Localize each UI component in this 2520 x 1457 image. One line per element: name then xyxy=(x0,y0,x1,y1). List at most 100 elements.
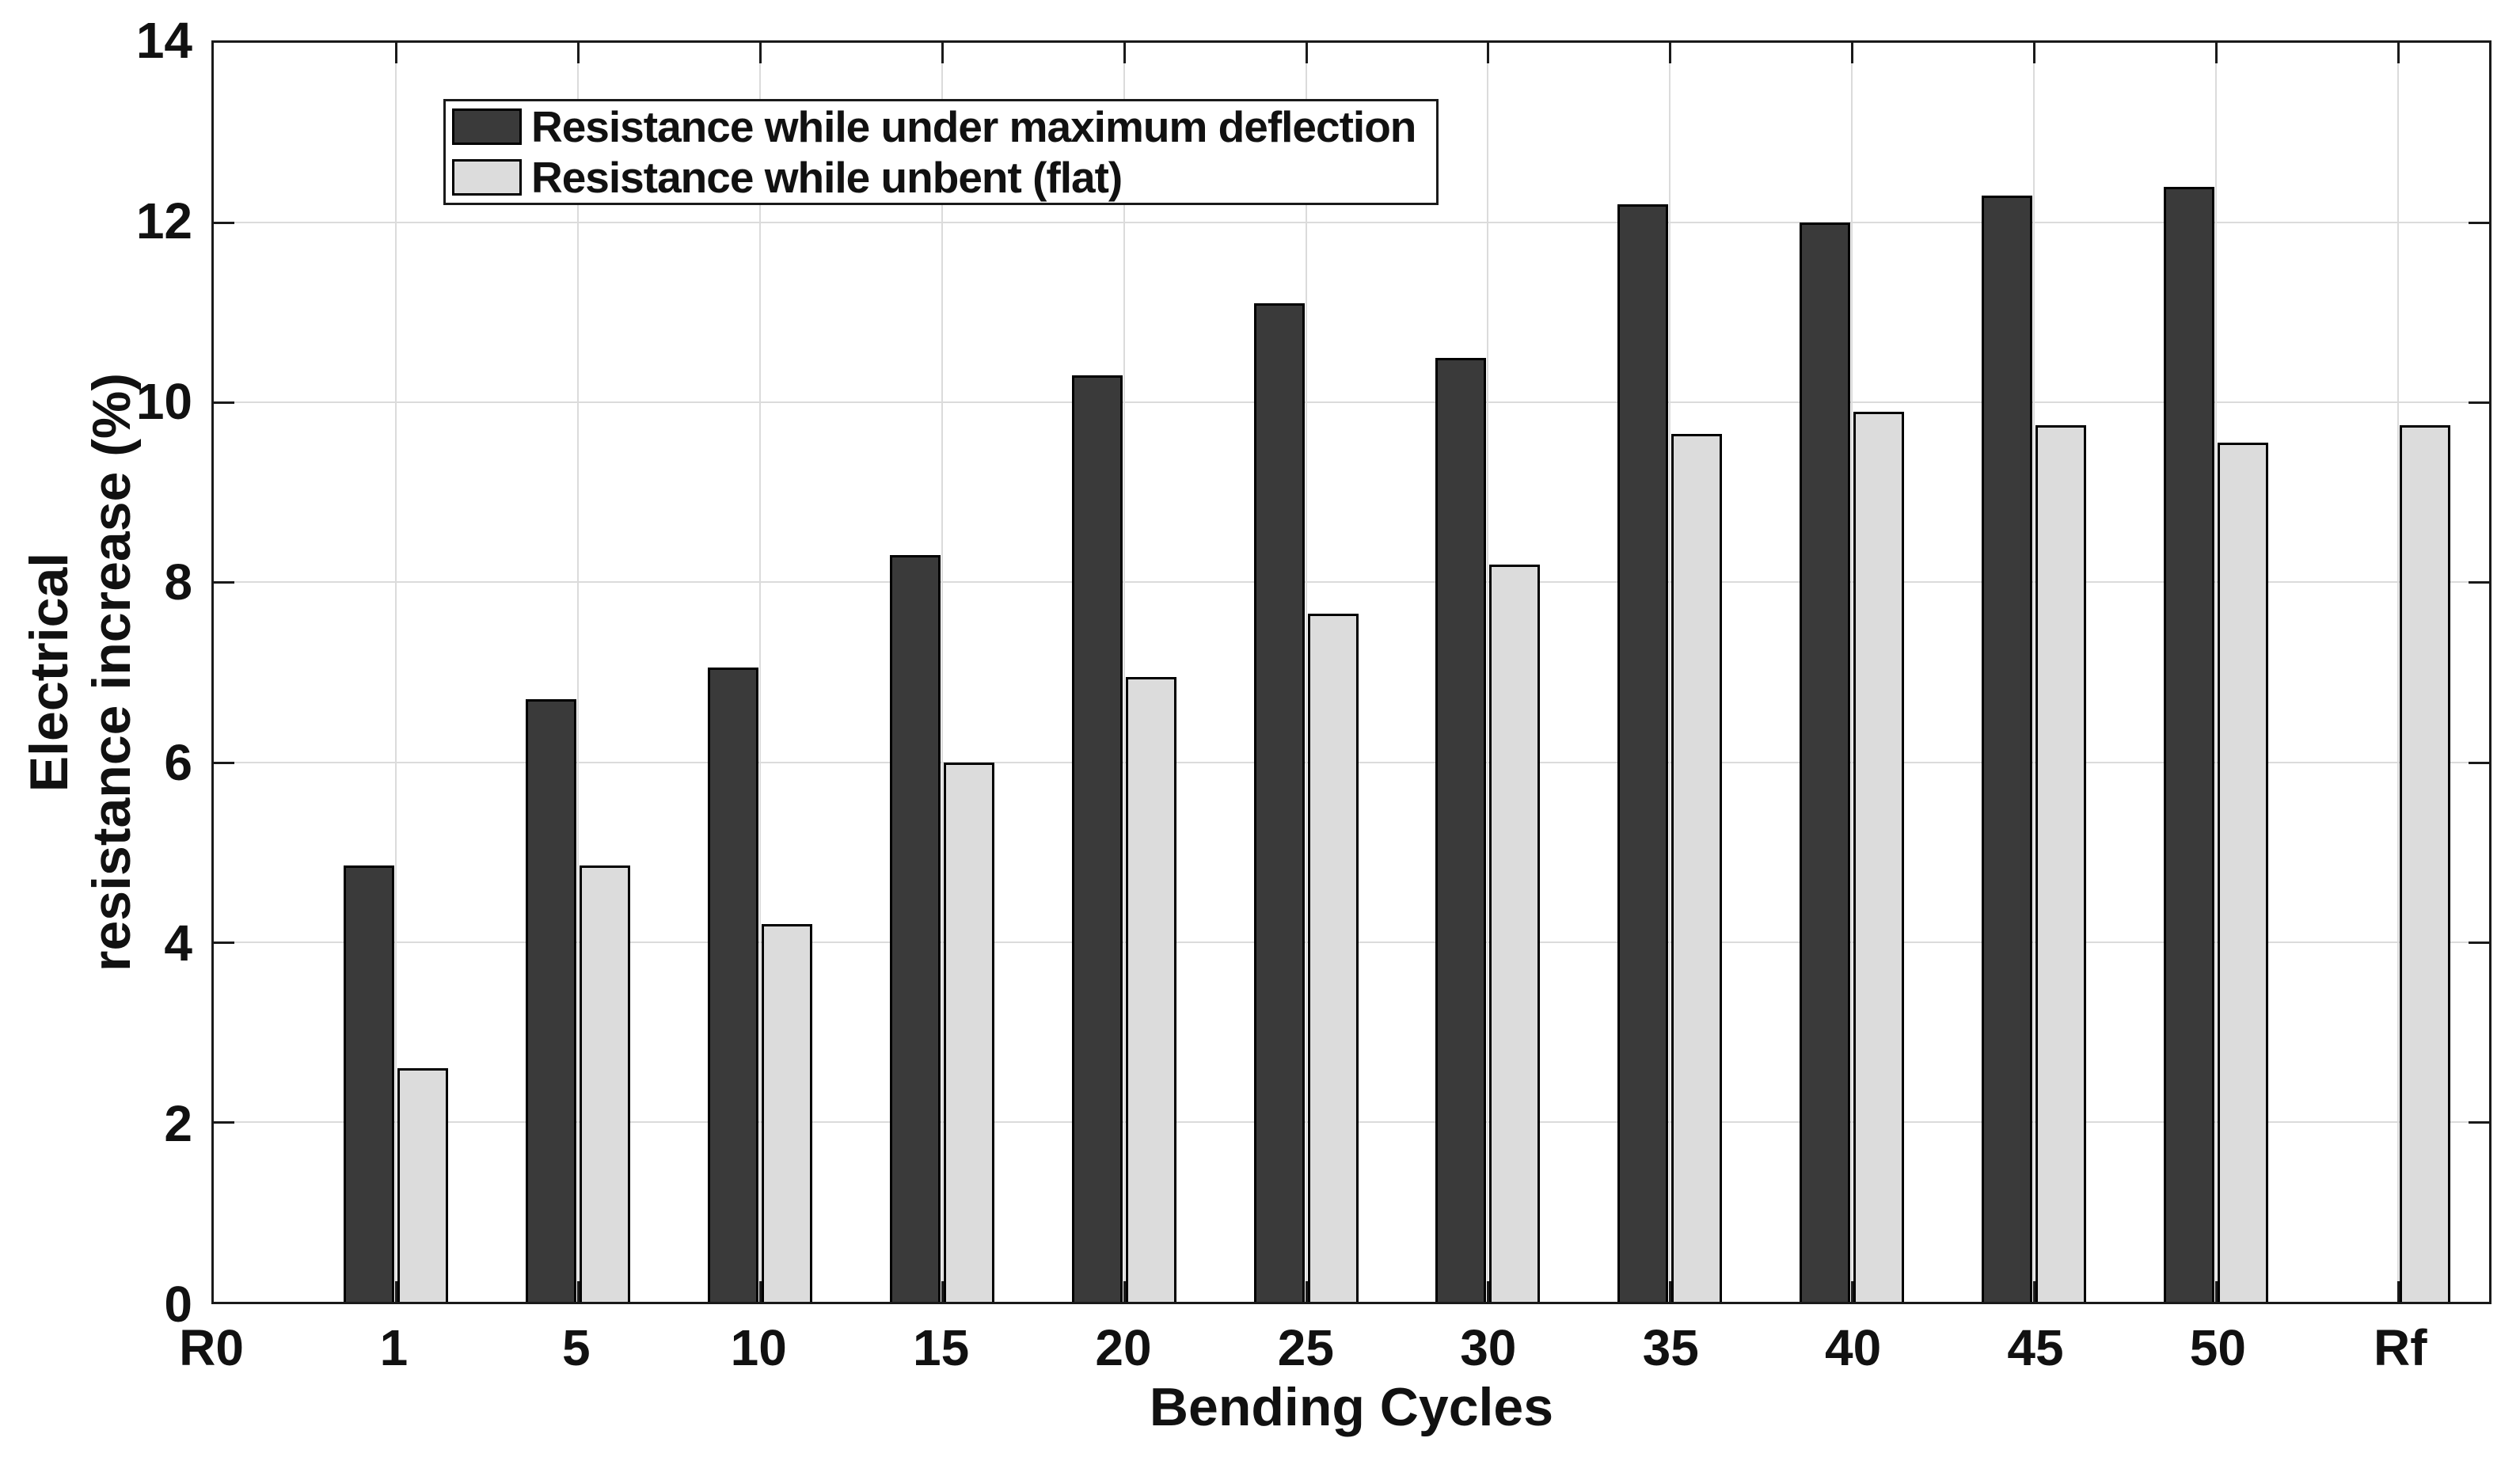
x-tick-label-15: 15 xyxy=(913,1319,970,1376)
y-tick-right-8 xyxy=(2469,581,2489,584)
bar-deflection-40 xyxy=(1800,223,1851,1302)
bar-flat-40 xyxy=(1853,411,1905,1302)
bar-deflection-15 xyxy=(889,555,941,1302)
v-gridline-30 xyxy=(1487,43,1489,1302)
legend-row-flat: Resistance while unbent (flat) xyxy=(452,152,1416,203)
x-tick-bottom-20 xyxy=(1123,1281,1126,1302)
bar-deflection-25 xyxy=(1253,303,1305,1302)
v-gridline-10 xyxy=(758,43,761,1302)
x-tick-bottom-1 xyxy=(394,1281,397,1302)
x-tick-bottom-40 xyxy=(1851,1281,1854,1302)
x-tick-top-25 xyxy=(1305,43,1308,63)
x-tick-top-40 xyxy=(1851,43,1854,63)
bar-flat-Rf xyxy=(2400,424,2451,1302)
x-tick-top-15 xyxy=(941,43,944,63)
bar-flat-50 xyxy=(2218,443,2269,1302)
bar-flat-30 xyxy=(1489,564,1541,1302)
y-tick-label-0: 0 xyxy=(164,1276,192,1333)
legend-swatch-flat xyxy=(452,159,522,196)
bar-flat-45 xyxy=(2035,424,2087,1302)
x-tick-top-30 xyxy=(1487,43,1490,63)
x-tick-bottom-30 xyxy=(1487,1281,1490,1302)
x-tick-bottom-45 xyxy=(2033,1281,2036,1302)
y-tick-left-12 xyxy=(214,222,234,225)
v-gridline-20 xyxy=(1123,43,1125,1302)
x-axis-label: Bending Cycles xyxy=(1149,1377,1554,1437)
x-tick-label-5: 5 xyxy=(562,1319,591,1376)
x-tick-label-R0: R0 xyxy=(179,1319,244,1376)
bar-deflection-20 xyxy=(1071,375,1123,1302)
x-tick-top-45 xyxy=(2033,43,2036,63)
legend-swatch-deflection xyxy=(452,108,522,145)
bar-deflection-50 xyxy=(2164,186,2215,1302)
v-gridline-25 xyxy=(1305,43,1307,1302)
x-tick-labels: R0 1 5 10 15 20 25 30 35 40 45 50 Rf xyxy=(179,1316,2491,1379)
legend: Resistance while under maximum deflectio… xyxy=(443,99,1439,205)
y-tick-left-10 xyxy=(214,401,234,405)
x-tick-label-50: 50 xyxy=(2189,1319,2246,1376)
y-tick-right-4 xyxy=(2469,941,2489,944)
v-gridline-15 xyxy=(941,43,943,1302)
bar-flat-5 xyxy=(579,865,630,1302)
y-tick-right-10 xyxy=(2469,401,2489,405)
x-tick-label-Rf: Rf xyxy=(2374,1319,2427,1376)
x-tick-label-1: 1 xyxy=(379,1319,409,1376)
legend-label-deflection: Resistance while under maximum deflectio… xyxy=(531,102,1416,151)
y-tick-label-14: 14 xyxy=(135,12,192,69)
x-tick-label-30: 30 xyxy=(1460,1319,1517,1376)
bar-flat-35 xyxy=(1671,434,1723,1302)
y-tick-right-12 xyxy=(2469,222,2489,225)
v-gridline-35 xyxy=(1669,43,1671,1302)
y-tick-label-10: 10 xyxy=(135,372,192,430)
y-tick-label-12: 12 xyxy=(135,192,192,249)
y-tick-left-2 xyxy=(214,1120,234,1124)
bar-deflection-45 xyxy=(1982,196,2033,1302)
x-tick-top-50 xyxy=(2215,43,2218,63)
bar-deflection-5 xyxy=(525,699,576,1302)
x-tick-bottom-50 xyxy=(2215,1281,2218,1302)
x-tick-top-5 xyxy=(576,43,580,63)
y-tick-right-2 xyxy=(2469,1120,2489,1124)
v-gridline-5 xyxy=(576,43,579,1302)
bar-flat-25 xyxy=(1307,614,1359,1302)
x-tick-label-40: 40 xyxy=(1825,1319,1882,1376)
h-gridline-8 xyxy=(214,581,2489,584)
y-tick-label-8: 8 xyxy=(164,554,192,611)
x-tick-top-35 xyxy=(1669,43,1672,63)
x-tick-top-20 xyxy=(1123,43,1126,63)
v-gridline-1 xyxy=(394,43,397,1302)
bar-flat-15 xyxy=(943,762,994,1302)
y-tick-label-2: 2 xyxy=(164,1095,192,1152)
x-tick-top-10 xyxy=(758,43,762,63)
x-tick-bottom-25 xyxy=(1305,1281,1308,1302)
x-tick-bottom-15 xyxy=(941,1281,944,1302)
x-tick-label-20: 20 xyxy=(1095,1319,1152,1376)
x-tick-label-35: 35 xyxy=(1642,1319,1699,1376)
x-tick-bottom-10 xyxy=(758,1281,762,1302)
bar-deflection-35 xyxy=(1617,204,1669,1302)
v-gridline-50 xyxy=(2215,43,2218,1302)
v-gridline-40 xyxy=(1851,43,1853,1302)
x-tick-label-25: 25 xyxy=(1277,1319,1334,1376)
x-tick-bottom-5 xyxy=(576,1281,580,1302)
x-tick-top-1 xyxy=(394,43,397,63)
h-gridline-12 xyxy=(214,222,2489,224)
bar-flat-20 xyxy=(1125,676,1176,1302)
plot-area: Resistance while under maximum deflectio… xyxy=(211,40,2491,1304)
v-gridline-Rf xyxy=(2397,43,2400,1302)
bar-flat-10 xyxy=(761,924,812,1302)
y-tick-right-6 xyxy=(2469,761,2489,764)
v-gridline-45 xyxy=(2033,43,2035,1302)
bar-deflection-10 xyxy=(707,668,758,1302)
x-tick-label-10: 10 xyxy=(730,1319,787,1376)
bar-flat-1 xyxy=(397,1067,448,1302)
h-gridline-10 xyxy=(214,401,2489,404)
y-tick-labels: 0 2 4 6 8 10 12 14 xyxy=(0,12,192,1333)
x-tick-bottom-35 xyxy=(1669,1281,1672,1302)
legend-label-flat: Resistance while unbent (flat) xyxy=(531,153,1123,202)
y-tick-left-4 xyxy=(214,941,234,944)
bar-deflection-30 xyxy=(1435,357,1487,1302)
y-tick-left-8 xyxy=(214,581,234,584)
y-tick-left-6 xyxy=(214,761,234,764)
